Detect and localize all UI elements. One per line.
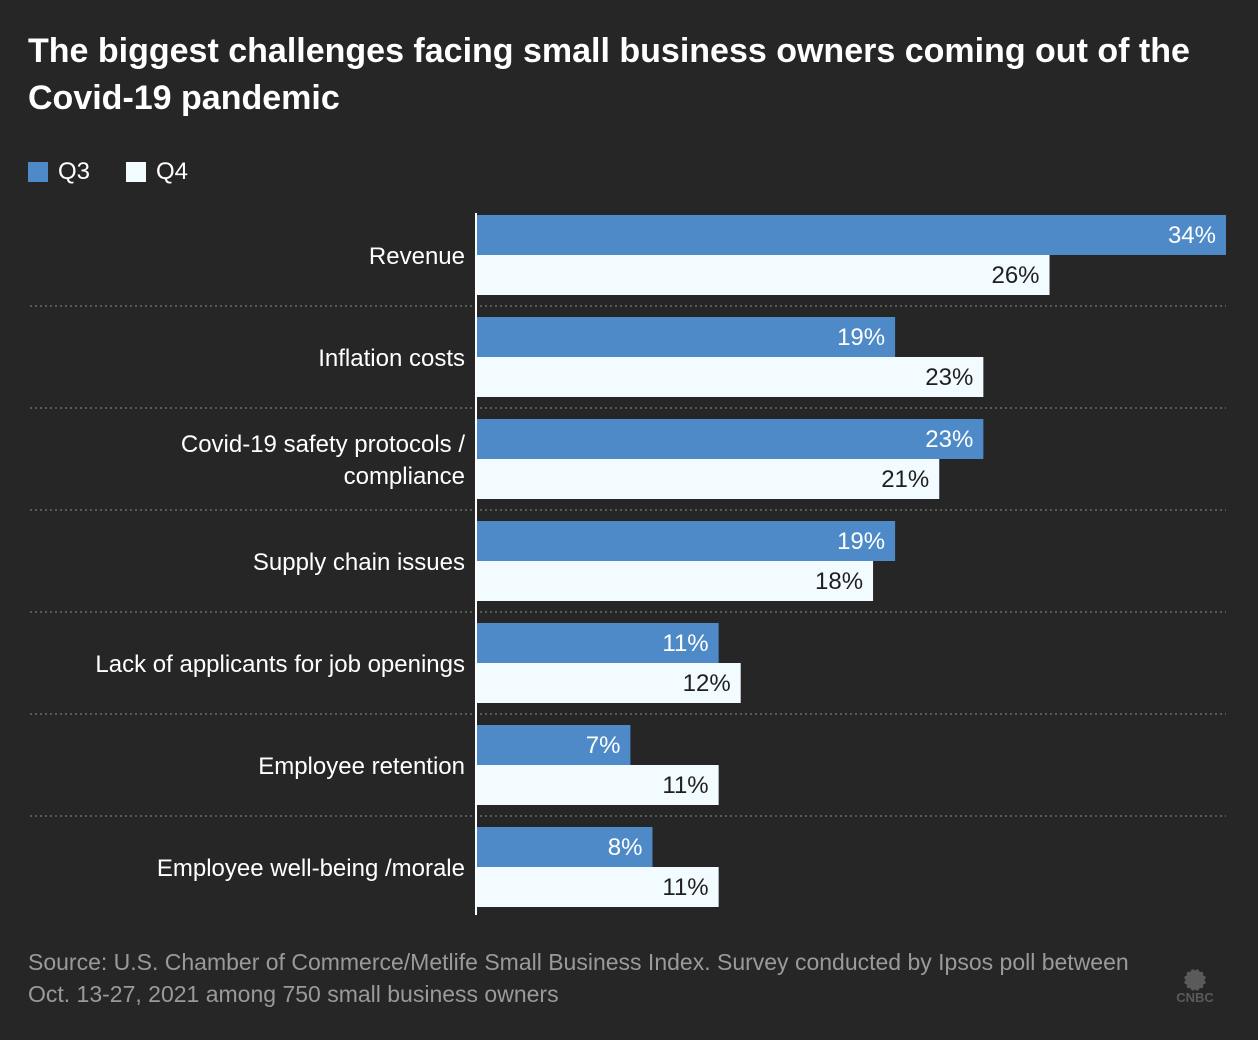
bar-q3: [476, 827, 653, 867]
logo-text: CNBC: [1176, 990, 1214, 1004]
legend-swatch-q4: [126, 162, 147, 182]
data-label-q3: 19%: [837, 324, 885, 351]
bar-q4: [476, 561, 874, 601]
bar-q3: [476, 215, 1226, 255]
bar-q3: [476, 419, 984, 459]
bar-q3: [476, 623, 719, 663]
source-note: Source: U.S. Chamber of Commerce/Metlife…: [28, 949, 1129, 1007]
bar-q4: [476, 357, 984, 397]
bar-chart: Revenue 34% 26% Inflation costs 19% 23% Covid-…: [30, 213, 1226, 915]
bar-q4: [476, 765, 719, 805]
data-label-q4: 11%: [662, 772, 708, 799]
legend-item-q3: Q3: [28, 158, 90, 186]
data-label-q3: 19%: [837, 528, 885, 555]
data-label-q3: 34%: [1168, 222, 1216, 249]
chart-legend: Q3 Q4: [28, 158, 224, 186]
category-label: Employee well-being /morale: [157, 855, 465, 882]
bar-q4: [476, 663, 741, 703]
chart-title: The biggest challenges facing small busi…: [28, 32, 1190, 117]
legend-label-q3: Q3: [58, 158, 91, 185]
data-label-q3: 23%: [925, 426, 973, 453]
data-label-q4: 11%: [662, 874, 708, 901]
cnbc-peacock-logo-icon: CNBC: [1176, 969, 1214, 1004]
data-label-q3: 7%: [586, 732, 621, 759]
data-label-q4: 12%: [683, 670, 731, 697]
data-label-q3: 11%: [662, 630, 708, 657]
bar-q4: [476, 255, 1050, 295]
bar-q4: [476, 459, 940, 499]
bar-q3: [476, 317, 896, 357]
bar-q3: [476, 521, 896, 561]
data-label-q4: 18%: [815, 568, 863, 595]
legend-swatch-q3: [28, 162, 48, 182]
legend-item-q4: Q4: [126, 158, 188, 186]
legend-label-q4: Q4: [156, 158, 189, 185]
data-label-q4: 26%: [991, 262, 1039, 289]
data-label-q4: 23%: [925, 364, 973, 391]
category-label: Employee retention: [258, 753, 465, 780]
bar-q4: [476, 867, 719, 907]
data-label-q3: 8%: [608, 834, 643, 861]
bar-q3: [476, 725, 631, 765]
category-label: Lack of applicants for job openings: [95, 651, 465, 678]
category-label: Supply chain issues: [253, 549, 465, 576]
data-label-q4: 21%: [881, 466, 929, 493]
category-label: Revenue: [369, 243, 465, 270]
category-label: Covid-19 safety protocols /: [181, 431, 465, 458]
category-label: compliance: [344, 463, 465, 490]
category-label: Inflation costs: [318, 345, 465, 372]
